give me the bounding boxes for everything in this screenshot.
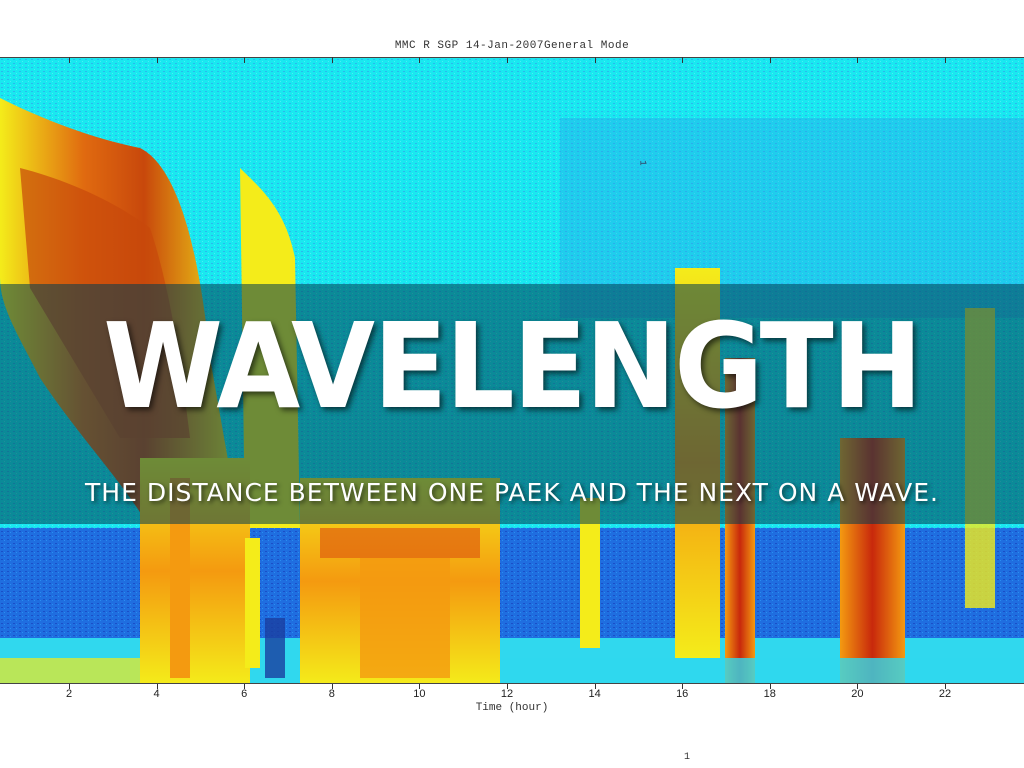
x-tick — [945, 684, 946, 689]
x-tick-label: 18 — [763, 688, 776, 700]
x-top-tick — [857, 57, 859, 63]
plot-inner-mark: 1 — [637, 160, 648, 166]
x-tick — [244, 684, 246, 689]
x-top-tick — [244, 57, 246, 63]
x-top-tick — [769, 57, 771, 63]
x-tick — [507, 684, 508, 689]
x-tick — [156, 684, 158, 689]
x-axis-label: Time (hour) — [475, 702, 549, 714]
x-tick — [769, 684, 771, 689]
x-tick-label: 10 — [413, 688, 426, 700]
x-top-tick — [69, 57, 70, 63]
x-top-tick — [419, 57, 421, 63]
title-band — [0, 284, 1024, 524]
plot-title: MMC R SGP 14-Jan-2007General Mode — [394, 40, 630, 52]
x-top-tick — [156, 57, 158, 63]
x-top-tick — [594, 57, 596, 63]
x-tick-label: 8 — [328, 688, 335, 700]
x-tick-label: 6 — [241, 688, 248, 700]
x-top-tick — [682, 57, 684, 63]
x-tick — [69, 684, 70, 689]
x-tick — [594, 684, 596, 689]
slide-definition: THE DISTANCE BETWEEN ONE PAEK AND THE NE… — [85, 478, 939, 507]
slide-headline: WAVELENGTH — [103, 297, 922, 435]
x-tick — [857, 684, 859, 689]
x-tick-label: 4 — [153, 688, 160, 700]
x-tick-label: 20 — [851, 688, 864, 700]
x-axis: 2 4 6 8 10 12 14 16 18 20 22 — [0, 684, 1024, 704]
x-tick-label: 2 — [65, 688, 73, 700]
x-tick — [419, 684, 421, 689]
x-top-tick — [507, 57, 508, 63]
page-number: 1 — [684, 752, 691, 763]
x-top-tick — [331, 57, 333, 63]
x-tick-label: 12 — [500, 688, 514, 700]
x-tick-label: 16 — [676, 688, 689, 700]
x-tick-label: 14 — [588, 688, 601, 700]
x-tick — [331, 684, 333, 689]
x-top-tick — [945, 57, 946, 63]
x-tick — [682, 684, 684, 689]
x-tick-label: 22 — [938, 688, 952, 700]
